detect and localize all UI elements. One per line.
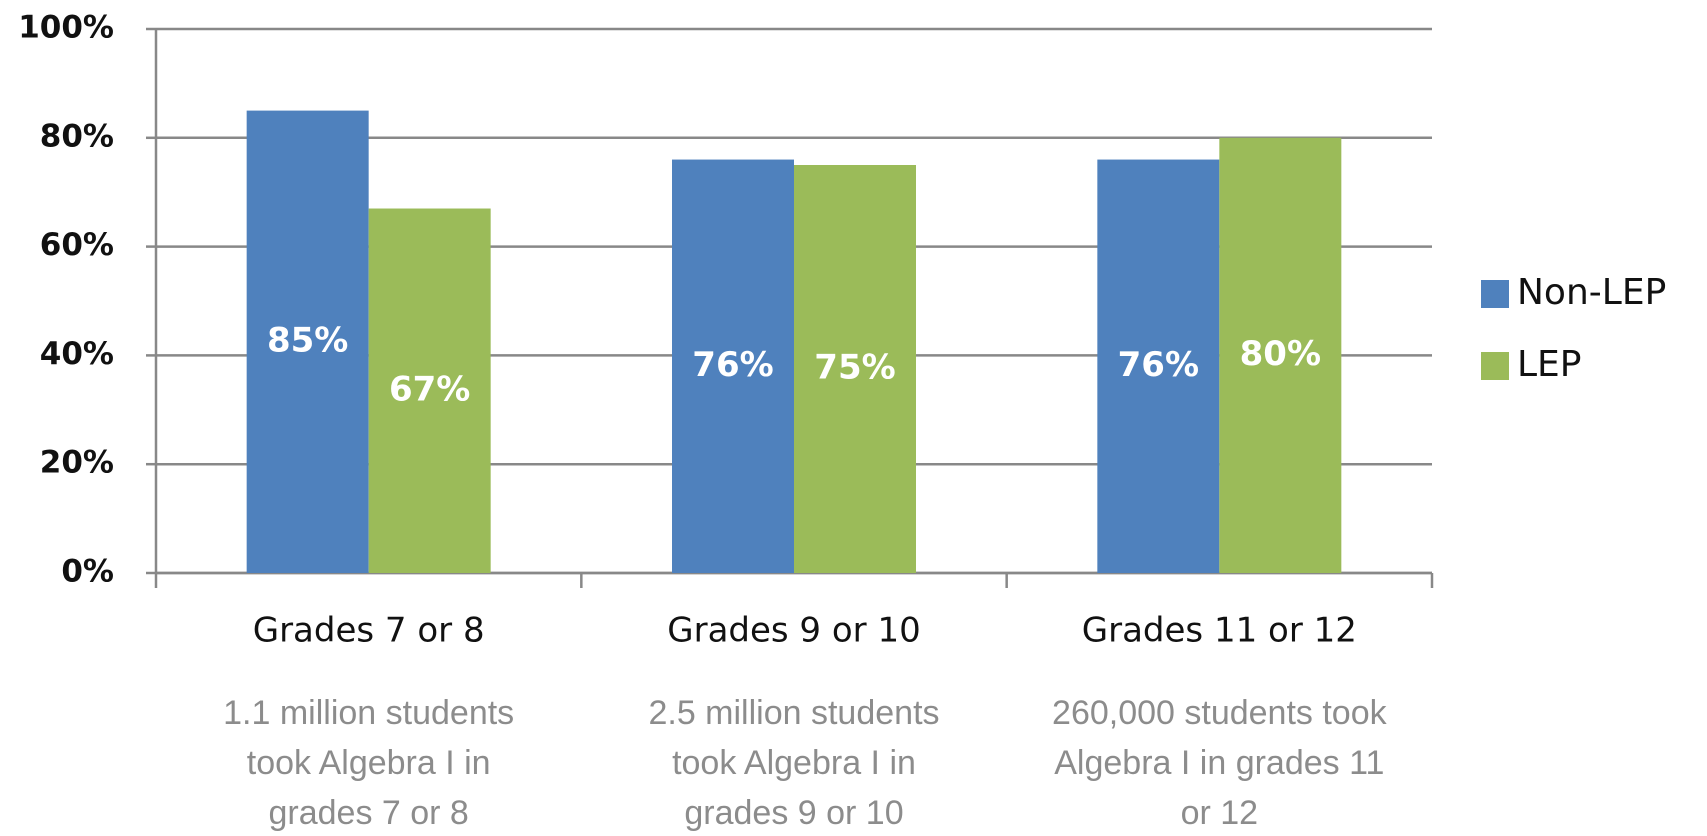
note: 1.1 million students <box>223 694 514 732</box>
value-label: 76% <box>692 345 773 385</box>
bar <box>794 165 916 573</box>
legend-label: LEP <box>1517 344 1582 385</box>
bar <box>246 110 369 573</box>
legend-swatch <box>1481 280 1509 308</box>
note: 2.5 million students <box>648 694 939 732</box>
bar <box>1097 159 1220 573</box>
note: or 12 <box>1181 794 1259 832</box>
note: took Algebra I in <box>247 744 491 782</box>
legend-label: Non-LEP <box>1517 272 1666 313</box>
legend-swatch <box>1481 352 1509 380</box>
x-tick-label: Grades 9 or 10 <box>667 611 920 651</box>
note: grades 7 or 8 <box>268 794 468 832</box>
note: 260,000 students took <box>1052 694 1388 732</box>
y-tick-label: 60% <box>40 227 114 263</box>
bar <box>368 208 491 573</box>
y-tick-label: 40% <box>40 336 114 372</box>
value-label: 67% <box>389 369 470 409</box>
note: Algebra I in grades 11 <box>1054 744 1384 782</box>
value-label: 80% <box>1240 334 1321 374</box>
x-tick-label: Grades 11 or 12 <box>1082 611 1357 651</box>
y-tick-label: 0% <box>61 554 114 590</box>
value-label: 85% <box>267 320 348 360</box>
value-label: 75% <box>814 348 895 388</box>
bar <box>672 159 794 573</box>
y-tick-label: 80% <box>40 118 114 154</box>
value-label: 76% <box>1118 345 1199 385</box>
x-tick-label: Grades 7 or 8 <box>253 611 485 651</box>
bar <box>1219 137 1342 574</box>
y-tick-label: 20% <box>40 445 114 481</box>
note: grades 9 or 10 <box>684 794 903 832</box>
y-tick-label: 100% <box>18 10 114 46</box>
note: took Algebra I in <box>672 744 916 782</box>
